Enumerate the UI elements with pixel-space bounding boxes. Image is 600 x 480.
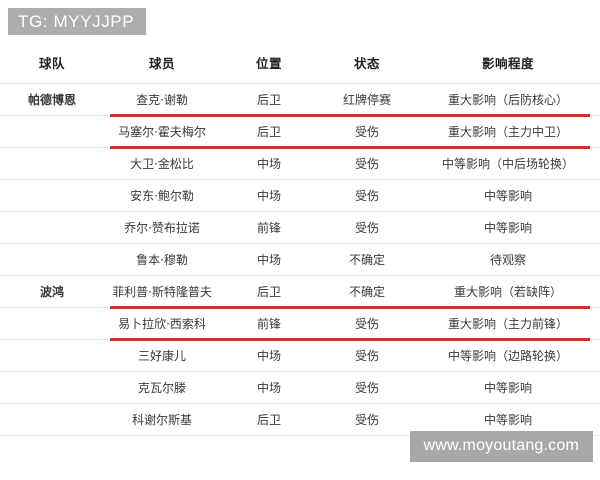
cell-position: 中场 [220,243,318,276]
cell-player: 易卜拉欣·西索科 [104,307,220,341]
cell-status: 不确定 [318,275,416,309]
cell-player: 菲利普·斯特隆普夫 [104,275,220,309]
cell-position: 后卫 [220,275,318,309]
table-row: 易卜拉欣·西索科 前锋 受伤 重大影响（主力前锋） [0,307,600,341]
cell-position: 中场 [220,179,318,212]
column-header-player: 球员 [104,44,220,84]
cell-position: 后卫 [220,83,318,117]
cell-position: 中场 [220,339,318,372]
cell-player: 三好康儿 [104,339,220,372]
cell-impact: 中等影响（中后场轮换） [416,147,600,180]
cell-status: 红牌停赛 [318,83,416,117]
cell-team: 帕德博恩 [0,83,104,116]
cell-impact: 重大影响（主力中卫） [416,115,600,149]
table-header: 球队 球员 位置 状态 影响程度 [0,44,600,84]
cell-status: 受伤 [318,339,416,372]
table-row: 科谢尔斯基 后卫 受伤 中等影响 [0,403,600,436]
cell-position: 前锋 [220,211,318,244]
table-row: 三好康儿 中场 受伤 中等影响（边路轮换） [0,339,600,372]
cell-status: 受伤 [318,211,416,244]
cell-player: 马塞尔·霍夫梅尔 [104,115,220,149]
table-header-row: 球队 球员 位置 状态 影响程度 [0,44,600,84]
cell-impact: 中等影响 [416,211,600,244]
table-row: 克瓦尔滕 中场 受伤 中等影响 [0,371,600,404]
table-row: 大卫·金松比 中场 受伤 中等影响（中后场轮换） [0,147,600,180]
cell-impact: 中等影响 [416,179,600,212]
cell-player: 乔尔·赞布拉诺 [104,211,220,244]
cell-impact: 重大影响（后防核心） [416,83,600,117]
cell-impact: 中等影响 [416,403,600,436]
cell-status: 受伤 [318,371,416,404]
cell-team [0,371,104,404]
site-watermark: www.moyoutang.com [409,431,593,462]
cell-team [0,243,104,276]
cell-player: 科谢尔斯基 [104,403,220,436]
column-header-position: 位置 [220,44,318,84]
cell-team: 波鸿 [0,275,104,308]
table-row: 安东·鲍尔勒 中场 受伤 中等影响 [0,179,600,212]
cell-position: 中场 [220,147,318,180]
cell-status: 受伤 [318,147,416,180]
table-row: 乔尔·赞布拉诺 前锋 受伤 中等影响 [0,211,600,244]
cell-impact: 中等影响 [416,371,600,404]
table-row: 鲁本·穆勒 中场 不确定 待观察 [0,243,600,276]
cell-player: 查克·谢勒 [104,83,220,117]
cell-team [0,403,104,436]
cell-team [0,339,104,372]
cell-impact: 重大影响（主力前锋） [416,307,600,341]
column-header-impact: 影响程度 [416,44,600,84]
cell-impact: 中等影响（边路轮换） [416,339,600,372]
cell-team [0,147,104,180]
column-header-team: 球队 [0,44,104,84]
cell-status: 受伤 [318,307,416,341]
injury-table-container: 球队 球员 位置 状态 影响程度 帕德博恩 查克·谢勒 后卫 红牌停赛 重大影响（后防核… [0,44,600,436]
site-watermark-label: www.moyoutang.com [423,437,579,454]
cell-player: 安东·鲍尔勒 [104,179,220,212]
cell-position: 前锋 [220,307,318,341]
cell-team [0,115,104,148]
injury-report-table: 球队 球员 位置 状态 影响程度 帕德博恩 查克·谢勒 后卫 红牌停赛 重大影响（后防核… [0,44,600,436]
cell-position: 中场 [220,371,318,404]
table-body: 帕德博恩 查克·谢勒 后卫 红牌停赛 重大影响（后防核心） 马塞尔·霍夫梅尔 后卫 受伤 重大影… [0,83,600,436]
table-row: 帕德博恩 查克·谢勒 后卫 红牌停赛 重大影响（后防核心） [0,83,600,117]
cell-position: 后卫 [220,115,318,149]
cell-impact: 重大影响（若缺阵） [416,275,600,309]
cell-player: 鲁本·穆勒 [104,243,220,276]
cell-team [0,307,104,340]
cell-status: 受伤 [318,403,416,436]
cell-status: 受伤 [318,179,416,212]
cell-team [0,179,104,212]
telegram-channel-label: TG: MYYJJPP [18,11,135,31]
telegram-channel-banner: TG: MYYJJPP [8,8,147,35]
cell-position: 后卫 [220,403,318,436]
cell-player: 大卫·金松比 [104,147,220,180]
column-header-status: 状态 [318,44,416,84]
cell-status: 受伤 [318,115,416,149]
cell-status: 不确定 [318,243,416,276]
cell-impact: 待观察 [416,243,600,276]
cell-player: 克瓦尔滕 [104,371,220,404]
cell-team [0,211,104,244]
table-row: 马塞尔·霍夫梅尔 后卫 受伤 重大影响（主力中卫） [0,115,600,149]
table-row: 波鸿 菲利普·斯特隆普夫 后卫 不确定 重大影响（若缺阵） [0,275,600,309]
